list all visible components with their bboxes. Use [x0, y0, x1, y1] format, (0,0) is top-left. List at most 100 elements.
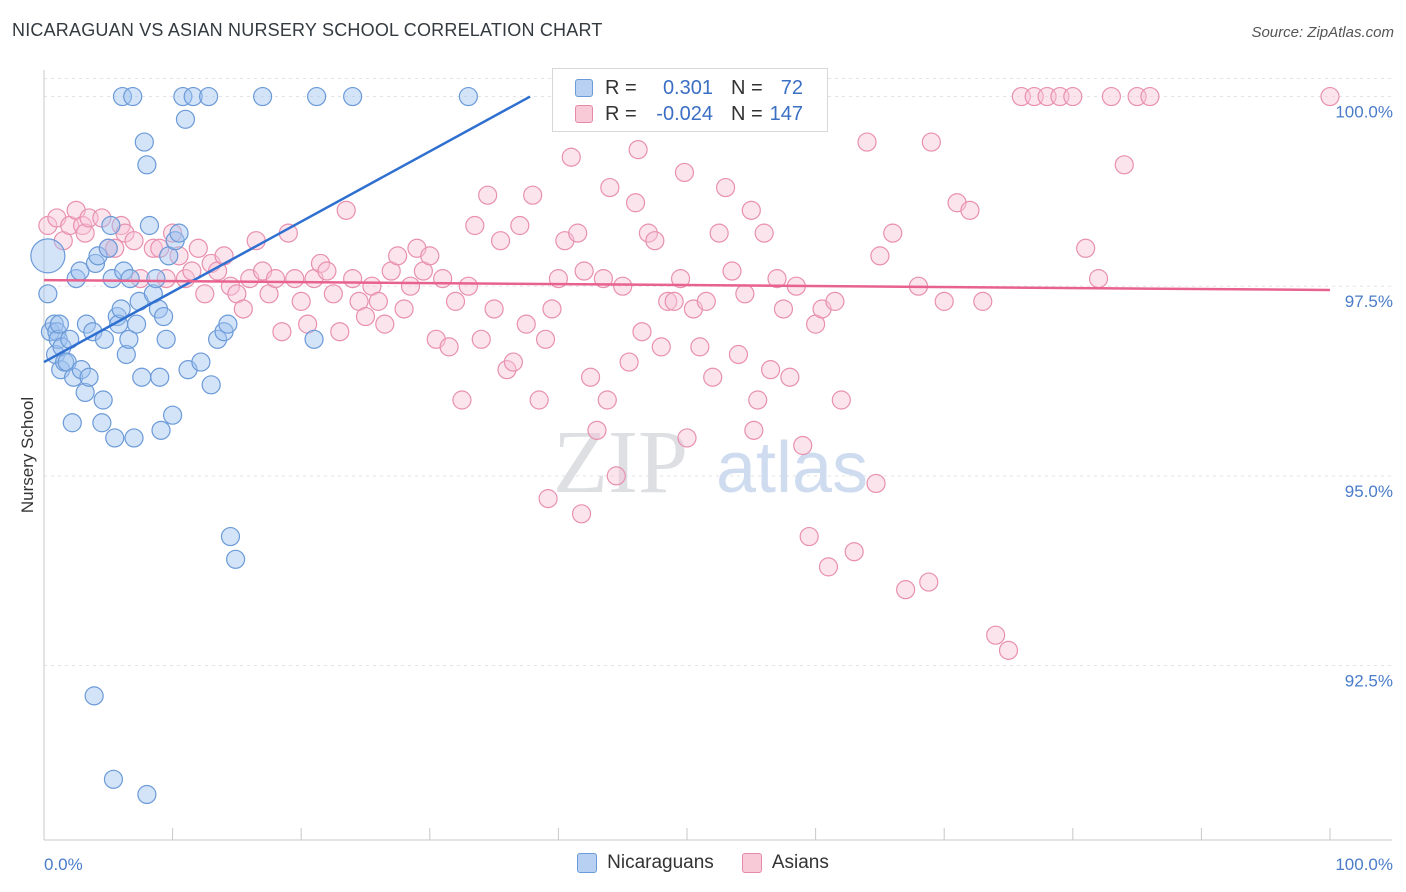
- asian-point: [571, 504, 592, 524]
- asian-point: [793, 435, 813, 456]
- asian-point: [568, 223, 588, 243]
- asian-point: [773, 299, 794, 319]
- asian-point: [587, 420, 607, 440]
- asian-point: [265, 269, 286, 289]
- nicaraguan-point: [93, 390, 113, 410]
- asian-point: [510, 215, 530, 236]
- asian-point: [343, 269, 363, 289]
- r-label: R =: [605, 76, 637, 99]
- asian-point: [503, 352, 523, 372]
- nicaraguan-point: [156, 329, 176, 349]
- watermark-zip: ZIP: [553, 413, 688, 512]
- n-label: N =: [731, 102, 763, 125]
- x-tick-label-max: 100.0%: [1335, 855, 1393, 874]
- asian-point: [452, 390, 472, 410]
- asian-point: [433, 269, 453, 289]
- asian-point: [465, 215, 485, 236]
- x-tick-label-min: 0.0%: [44, 855, 83, 874]
- asian-point: [195, 284, 215, 304]
- asian-point: [355, 306, 376, 327]
- asian-point: [696, 291, 716, 311]
- asian-point: [330, 322, 350, 342]
- nicaraguan-point: [175, 109, 196, 129]
- asian-point: [921, 132, 941, 152]
- asian-point: [825, 291, 845, 311]
- asian-point: [799, 526, 819, 547]
- asian-point: [439, 337, 459, 357]
- asian-point: [638, 223, 659, 243]
- nicaraguan-point: [76, 314, 97, 334]
- asian-point: [542, 299, 562, 319]
- asian-point: [574, 261, 594, 281]
- watermark-atlas: atlas: [716, 428, 868, 508]
- nicaraguans-legend-swatch: [577, 853, 598, 873]
- asian-point: [317, 261, 337, 281]
- asian-point: [986, 625, 1006, 645]
- chart-source: Source: ZipAtlas.com: [1251, 24, 1394, 41]
- legend-item-asians[interactable]: Asians: [741, 852, 829, 874]
- nicaraguan-point: [253, 86, 273, 107]
- asian-point: [722, 261, 742, 281]
- legend-row-nicaraguans: R = 0.301 N = 72: [575, 75, 803, 101]
- asian-point: [625, 193, 646, 213]
- asian-point: [445, 291, 466, 311]
- nicaraguan-point: [201, 375, 221, 395]
- asian-point: [336, 200, 356, 220]
- nicaraguan-point: [132, 367, 152, 387]
- series-legend: Nicaraguans Asians: [0, 852, 1406, 874]
- asian-point: [919, 572, 939, 592]
- asian-point: [163, 223, 183, 243]
- asian-point: [214, 246, 234, 266]
- nicaraguan-point: [183, 86, 203, 107]
- asian-point: [651, 337, 671, 357]
- asian-point: [561, 147, 581, 167]
- nicaraguan-point: [208, 329, 228, 349]
- nicaraguan-point: [226, 549, 246, 569]
- y-tick-label: 95.0%: [1345, 482, 1393, 501]
- asian-point: [818, 557, 839, 577]
- nicaraguan-point: [105, 428, 125, 448]
- nicaraguan-point: [44, 314, 64, 334]
- nicaraguan-point: [112, 86, 133, 107]
- asian-point: [597, 390, 617, 410]
- asian-point: [458, 276, 478, 296]
- asian-point: [998, 640, 1019, 660]
- nicaraguan-point: [101, 215, 121, 236]
- data-points: [30, 86, 1340, 805]
- nicaraguan-point: [38, 284, 58, 304]
- asian-point: [741, 200, 761, 220]
- nicaraguan-point: [199, 86, 219, 107]
- tick-labels: 92.5% 95.0% 97.5% 100.0% 0.0% 100.0%: [44, 103, 1393, 874]
- n-label: N =: [731, 76, 763, 99]
- nicaraguan-point: [218, 314, 238, 334]
- asian-point: [632, 322, 652, 342]
- nicaraguan-point: [343, 86, 363, 107]
- asian-point: [780, 367, 800, 387]
- r-label: R =: [605, 102, 637, 125]
- asian-point: [870, 246, 890, 266]
- nicaraguan-point: [307, 86, 327, 107]
- asian-point: [883, 223, 903, 243]
- y-axis-label: Nursery School: [18, 397, 37, 513]
- asian-point: [156, 269, 176, 289]
- asian-point: [169, 246, 189, 266]
- nicaraguan-point: [88, 246, 108, 266]
- asian-point: [1320, 86, 1340, 107]
- nicaraguan-point: [63, 367, 84, 387]
- nicaraguan-point: [169, 223, 189, 243]
- asian-point: [484, 299, 504, 319]
- nicaraguan-point: [458, 86, 478, 107]
- asian-point: [674, 162, 695, 183]
- nicaraguan-point: [124, 428, 144, 448]
- asian-point: [75, 223, 95, 243]
- asian-point: [606, 466, 626, 486]
- asian-point: [400, 276, 421, 296]
- asian-point: [538, 489, 558, 509]
- asian-point: [703, 367, 723, 387]
- nicaraguan-point: [103, 769, 124, 789]
- asian-point: [619, 352, 639, 372]
- legend-item-nicaraguans[interactable]: Nicaraguans: [577, 852, 714, 874]
- nicaraguans-legend-label: Nicaraguans: [607, 852, 714, 873]
- nicaraguan-point: [111, 299, 131, 319]
- asian-point: [580, 367, 601, 387]
